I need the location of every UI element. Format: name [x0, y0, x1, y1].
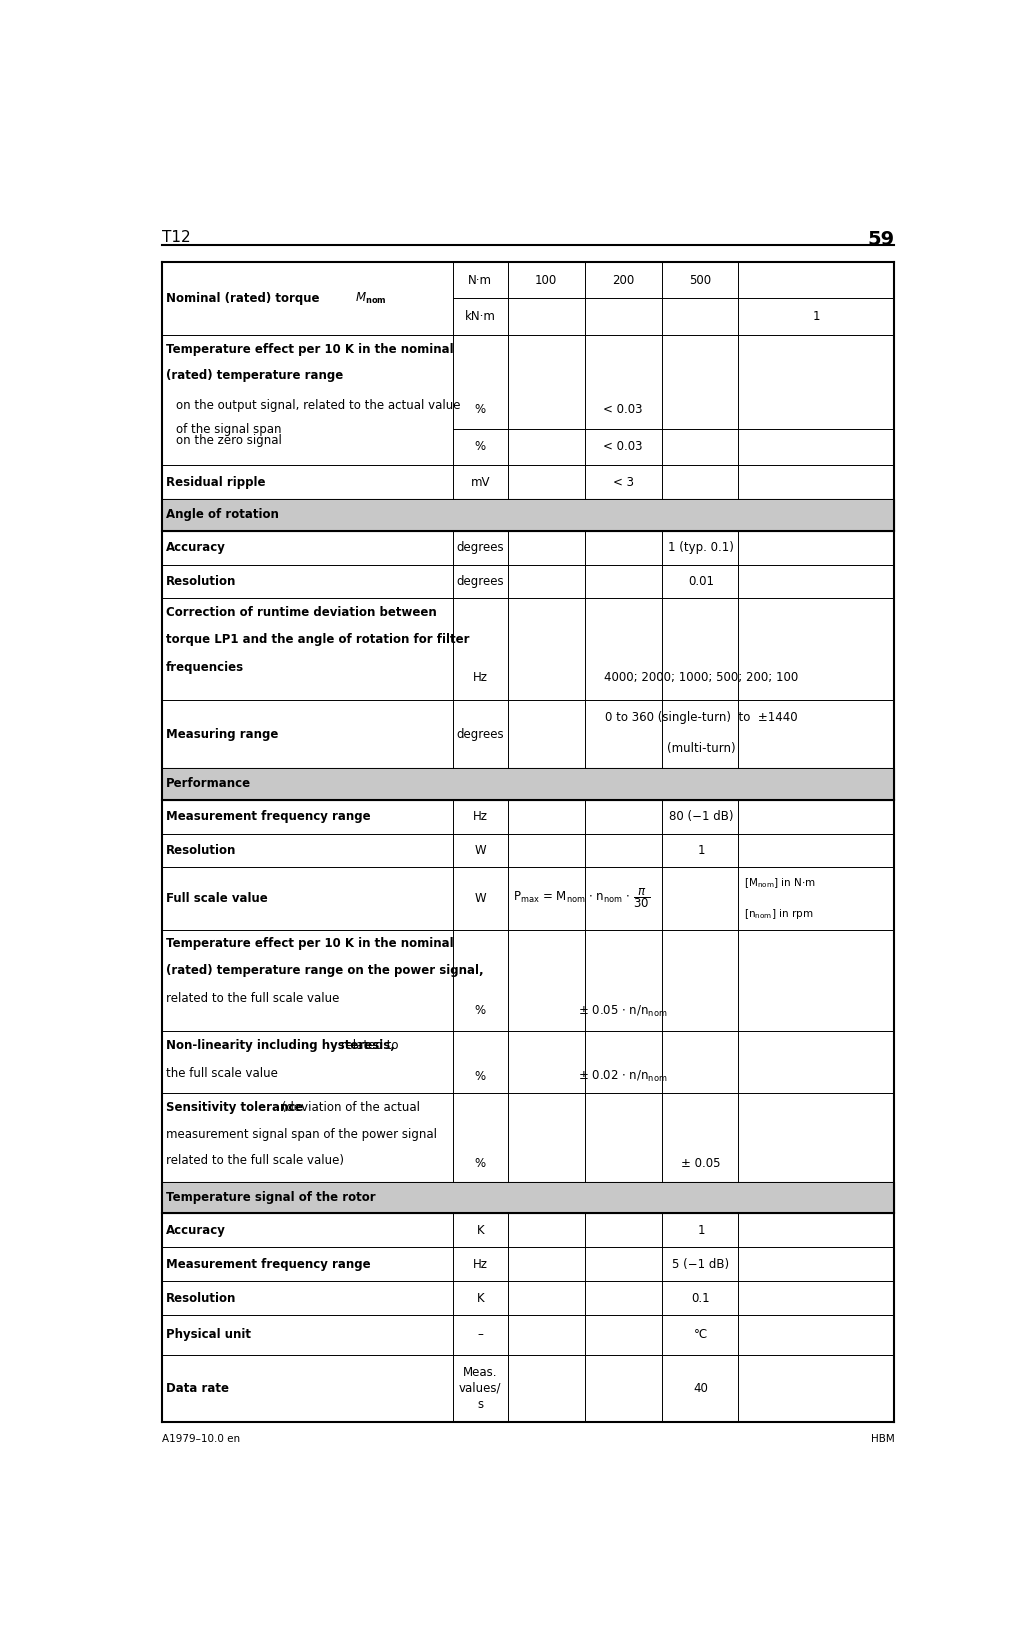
Text: (deviation of the actual: (deviation of the actual — [279, 1101, 420, 1114]
Text: Non-linearity including hysteresis,: Non-linearity including hysteresis, — [166, 1038, 395, 1052]
Text: Accuracy: Accuracy — [166, 1223, 226, 1237]
Text: K: K — [476, 1291, 484, 1304]
Text: Data rate: Data rate — [166, 1382, 229, 1395]
Text: 4000; 2000; 1000; 500; 200; 100: 4000; 2000; 1000; 500; 200; 100 — [604, 672, 798, 684]
Text: A1979–10.0 en: A1979–10.0 en — [162, 1435, 240, 1445]
Text: 1: 1 — [697, 1223, 705, 1237]
Text: W: W — [474, 844, 486, 857]
Text: P$_{\mathsf{max}}$ = M$_{\mathsf{nom}}$ $\cdot$ n$_{\mathsf{nom}}$ $\cdot$ $\dfr: P$_{\mathsf{max}}$ = M$_{\mathsf{nom}}$ … — [514, 887, 650, 910]
Text: kN·m: kN·m — [465, 310, 495, 324]
Text: 0 to 360 (single-turn)  to  ±1440: 0 to 360 (single-turn) to ±1440 — [605, 712, 797, 725]
Text: 0.1: 0.1 — [692, 1291, 710, 1304]
Text: $\mathbf{\mathit{M}}_{\mathbf{nom}}$: $\mathbf{\mathit{M}}_{\mathbf{nom}}$ — [356, 291, 387, 305]
Text: %: % — [475, 1004, 486, 1017]
Text: 1: 1 — [697, 844, 705, 857]
Text: Hz: Hz — [473, 672, 487, 684]
Text: Temperature signal of the rotor: Temperature signal of the rotor — [166, 1190, 376, 1204]
Text: Full scale value: Full scale value — [166, 892, 267, 905]
Text: 1: 1 — [812, 310, 821, 324]
Text: 80 (−1 dB): 80 (−1 dB) — [669, 811, 733, 824]
Text: 200: 200 — [612, 274, 634, 287]
Text: –: – — [477, 1329, 483, 1341]
Text: 100: 100 — [535, 274, 557, 287]
Text: degrees: degrees — [457, 575, 504, 588]
Text: %: % — [475, 403, 486, 416]
Text: Hz: Hz — [473, 811, 487, 824]
Text: [M$_{\mathsf{nom}}$] in N$\cdot$m: [M$_{\mathsf{nom}}$] in N$\cdot$m — [744, 877, 815, 890]
Text: Nominal (rated) torque: Nominal (rated) torque — [166, 292, 323, 305]
Text: %: % — [475, 1070, 486, 1083]
Text: 5 (−1 dB): 5 (−1 dB) — [673, 1258, 729, 1271]
Text: Sensitivity tolerance: Sensitivity tolerance — [166, 1101, 303, 1114]
Text: W: W — [474, 892, 486, 905]
Text: frequencies: frequencies — [166, 660, 244, 674]
Text: Measurement frequency range: Measurement frequency range — [166, 811, 371, 824]
Text: Meas.
values/
s: Meas. values/ s — [459, 1365, 501, 1412]
Text: 59: 59 — [867, 229, 894, 249]
Text: Resolution: Resolution — [166, 1291, 236, 1304]
Text: on the zero signal: on the zero signal — [176, 434, 282, 447]
Text: 1 (typ. 0.1): 1 (typ. 0.1) — [669, 542, 734, 555]
Text: < 0.03: < 0.03 — [604, 441, 643, 454]
Text: Performance: Performance — [166, 778, 251, 791]
Text: Temperature effect per 10 K in the nominal: Temperature effect per 10 K in the nomin… — [166, 938, 454, 951]
Text: Measurement frequency range: Measurement frequency range — [166, 1258, 371, 1271]
Bar — [162, 768, 894, 799]
Text: %: % — [475, 1157, 486, 1171]
Text: 40: 40 — [694, 1382, 708, 1395]
Text: 500: 500 — [689, 274, 711, 287]
Text: torque LP1 and the angle of rotation for filter: torque LP1 and the angle of rotation for… — [166, 632, 469, 646]
Text: degrees: degrees — [457, 728, 504, 741]
Text: Angle of rotation: Angle of rotation — [166, 509, 279, 522]
Text: the full scale value: the full scale value — [166, 1067, 278, 1080]
Text: 0.01: 0.01 — [688, 575, 714, 588]
Text: related to: related to — [337, 1038, 398, 1052]
Text: (rated) temperature range on the power signal,: (rated) temperature range on the power s… — [166, 964, 483, 977]
Text: T12: T12 — [162, 229, 190, 244]
Text: (multi-turn): (multi-turn) — [667, 741, 735, 755]
Text: %: % — [475, 441, 486, 454]
Text: Resolution: Resolution — [166, 575, 236, 588]
Text: (rated) temperature range: (rated) temperature range — [166, 370, 343, 383]
Text: Measuring range: Measuring range — [166, 728, 279, 741]
Text: $\pm$ 0.02 $\cdot$ n/n$_{\mathsf{nom}}$: $\pm$ 0.02 $\cdot$ n/n$_{\mathsf{nom}}$ — [578, 1068, 668, 1083]
Text: $\pm$ 0.05 $\cdot$ n/n$_{\mathsf{nom}}$: $\pm$ 0.05 $\cdot$ n/n$_{\mathsf{nom}}$ — [578, 1004, 668, 1019]
Text: related to the full scale value): related to the full scale value) — [166, 1154, 343, 1167]
Text: [n$_{\mathsf{nom}}$] in rpm: [n$_{\mathsf{nom}}$] in rpm — [744, 906, 813, 921]
Text: K: K — [476, 1223, 484, 1237]
Text: Correction of runtime deviation between: Correction of runtime deviation between — [166, 606, 437, 619]
Text: °C: °C — [694, 1329, 708, 1341]
Text: Physical unit: Physical unit — [166, 1329, 251, 1341]
Text: Temperature effect per 10 K in the nominal: Temperature effect per 10 K in the nomin… — [166, 343, 454, 355]
Text: measurement signal span of the power signal: measurement signal span of the power sig… — [166, 1128, 437, 1141]
Text: related to the full scale value: related to the full scale value — [166, 992, 339, 1005]
Text: degrees: degrees — [457, 542, 504, 555]
Bar — [162, 499, 894, 530]
Text: < 0.03: < 0.03 — [604, 403, 643, 416]
Text: Hz: Hz — [473, 1258, 487, 1271]
Bar — [162, 1182, 894, 1213]
Text: of the signal span: of the signal span — [176, 423, 282, 436]
Text: ± 0.05: ± 0.05 — [682, 1157, 721, 1171]
Text: HBM: HBM — [871, 1435, 894, 1445]
Text: on the output signal, related to the actual value: on the output signal, related to the act… — [176, 398, 461, 411]
Text: N·m: N·m — [468, 274, 492, 287]
Text: Resolution: Resolution — [166, 844, 236, 857]
Text: mV: mV — [470, 475, 490, 489]
Text: < 3: < 3 — [613, 475, 633, 489]
Text: Accuracy: Accuracy — [166, 542, 226, 555]
Text: Residual ripple: Residual ripple — [166, 475, 265, 489]
